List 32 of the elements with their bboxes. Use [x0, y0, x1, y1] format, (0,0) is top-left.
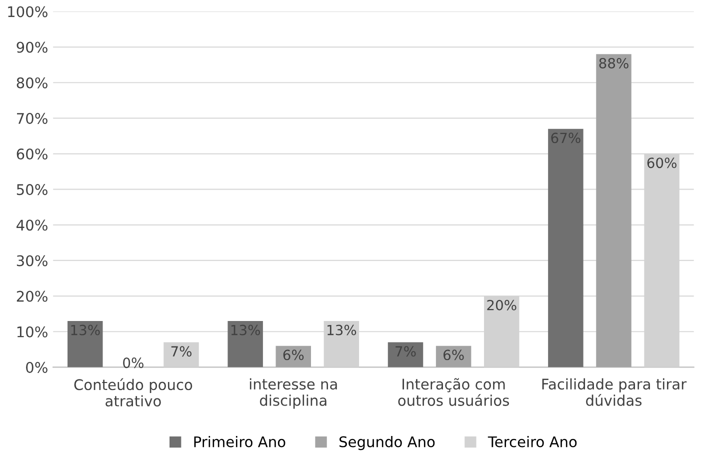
data-label: 6%	[283, 350, 304, 360]
y-tick-label: 60%	[16, 148, 48, 160]
x-tick-label: Interação com outros usuários	[398, 378, 509, 406]
bar	[68, 320, 103, 368]
y-tick-label: 80%	[16, 77, 48, 88]
bar	[228, 320, 263, 368]
bar	[548, 128, 584, 368]
y-tick-label: 50%	[16, 184, 48, 196]
y-tick-label: 20%	[16, 290, 48, 302]
bar	[164, 342, 199, 368]
data-label: 6%	[444, 350, 464, 360]
legend-label: Segundo Ano	[339, 436, 435, 450]
x-tick-label: Facilidade para tirar dúvidas	[542, 378, 687, 406]
bar	[388, 342, 424, 368]
y-tick-label: 0%	[26, 362, 48, 373]
y-tick-label: 70%	[17, 112, 48, 124]
x-tick-label: Conteúdo pouco atrativo	[74, 378, 192, 407]
y-tick-label: 90%	[16, 42, 48, 53]
data-label: 20%	[487, 300, 516, 310]
y-tick-label: 30%	[16, 255, 48, 266]
y-tick-label: 10%	[17, 326, 48, 338]
x-tick-label: interesse na disciplina	[250, 378, 337, 409]
data-label: 0%	[123, 358, 144, 368]
bar	[596, 54, 632, 368]
data-label: 60%	[647, 158, 676, 168]
data-label: 13%	[328, 324, 356, 336]
legend-label: Primeiro Ano	[194, 436, 286, 448]
data-label: 88%	[599, 58, 628, 68]
y-tick-label: 100%	[8, 6, 48, 18]
data-label: 7%	[171, 346, 192, 357]
y-tick-label: 40%	[16, 220, 48, 231]
legend-label: Terceiro Ano	[488, 436, 577, 448]
